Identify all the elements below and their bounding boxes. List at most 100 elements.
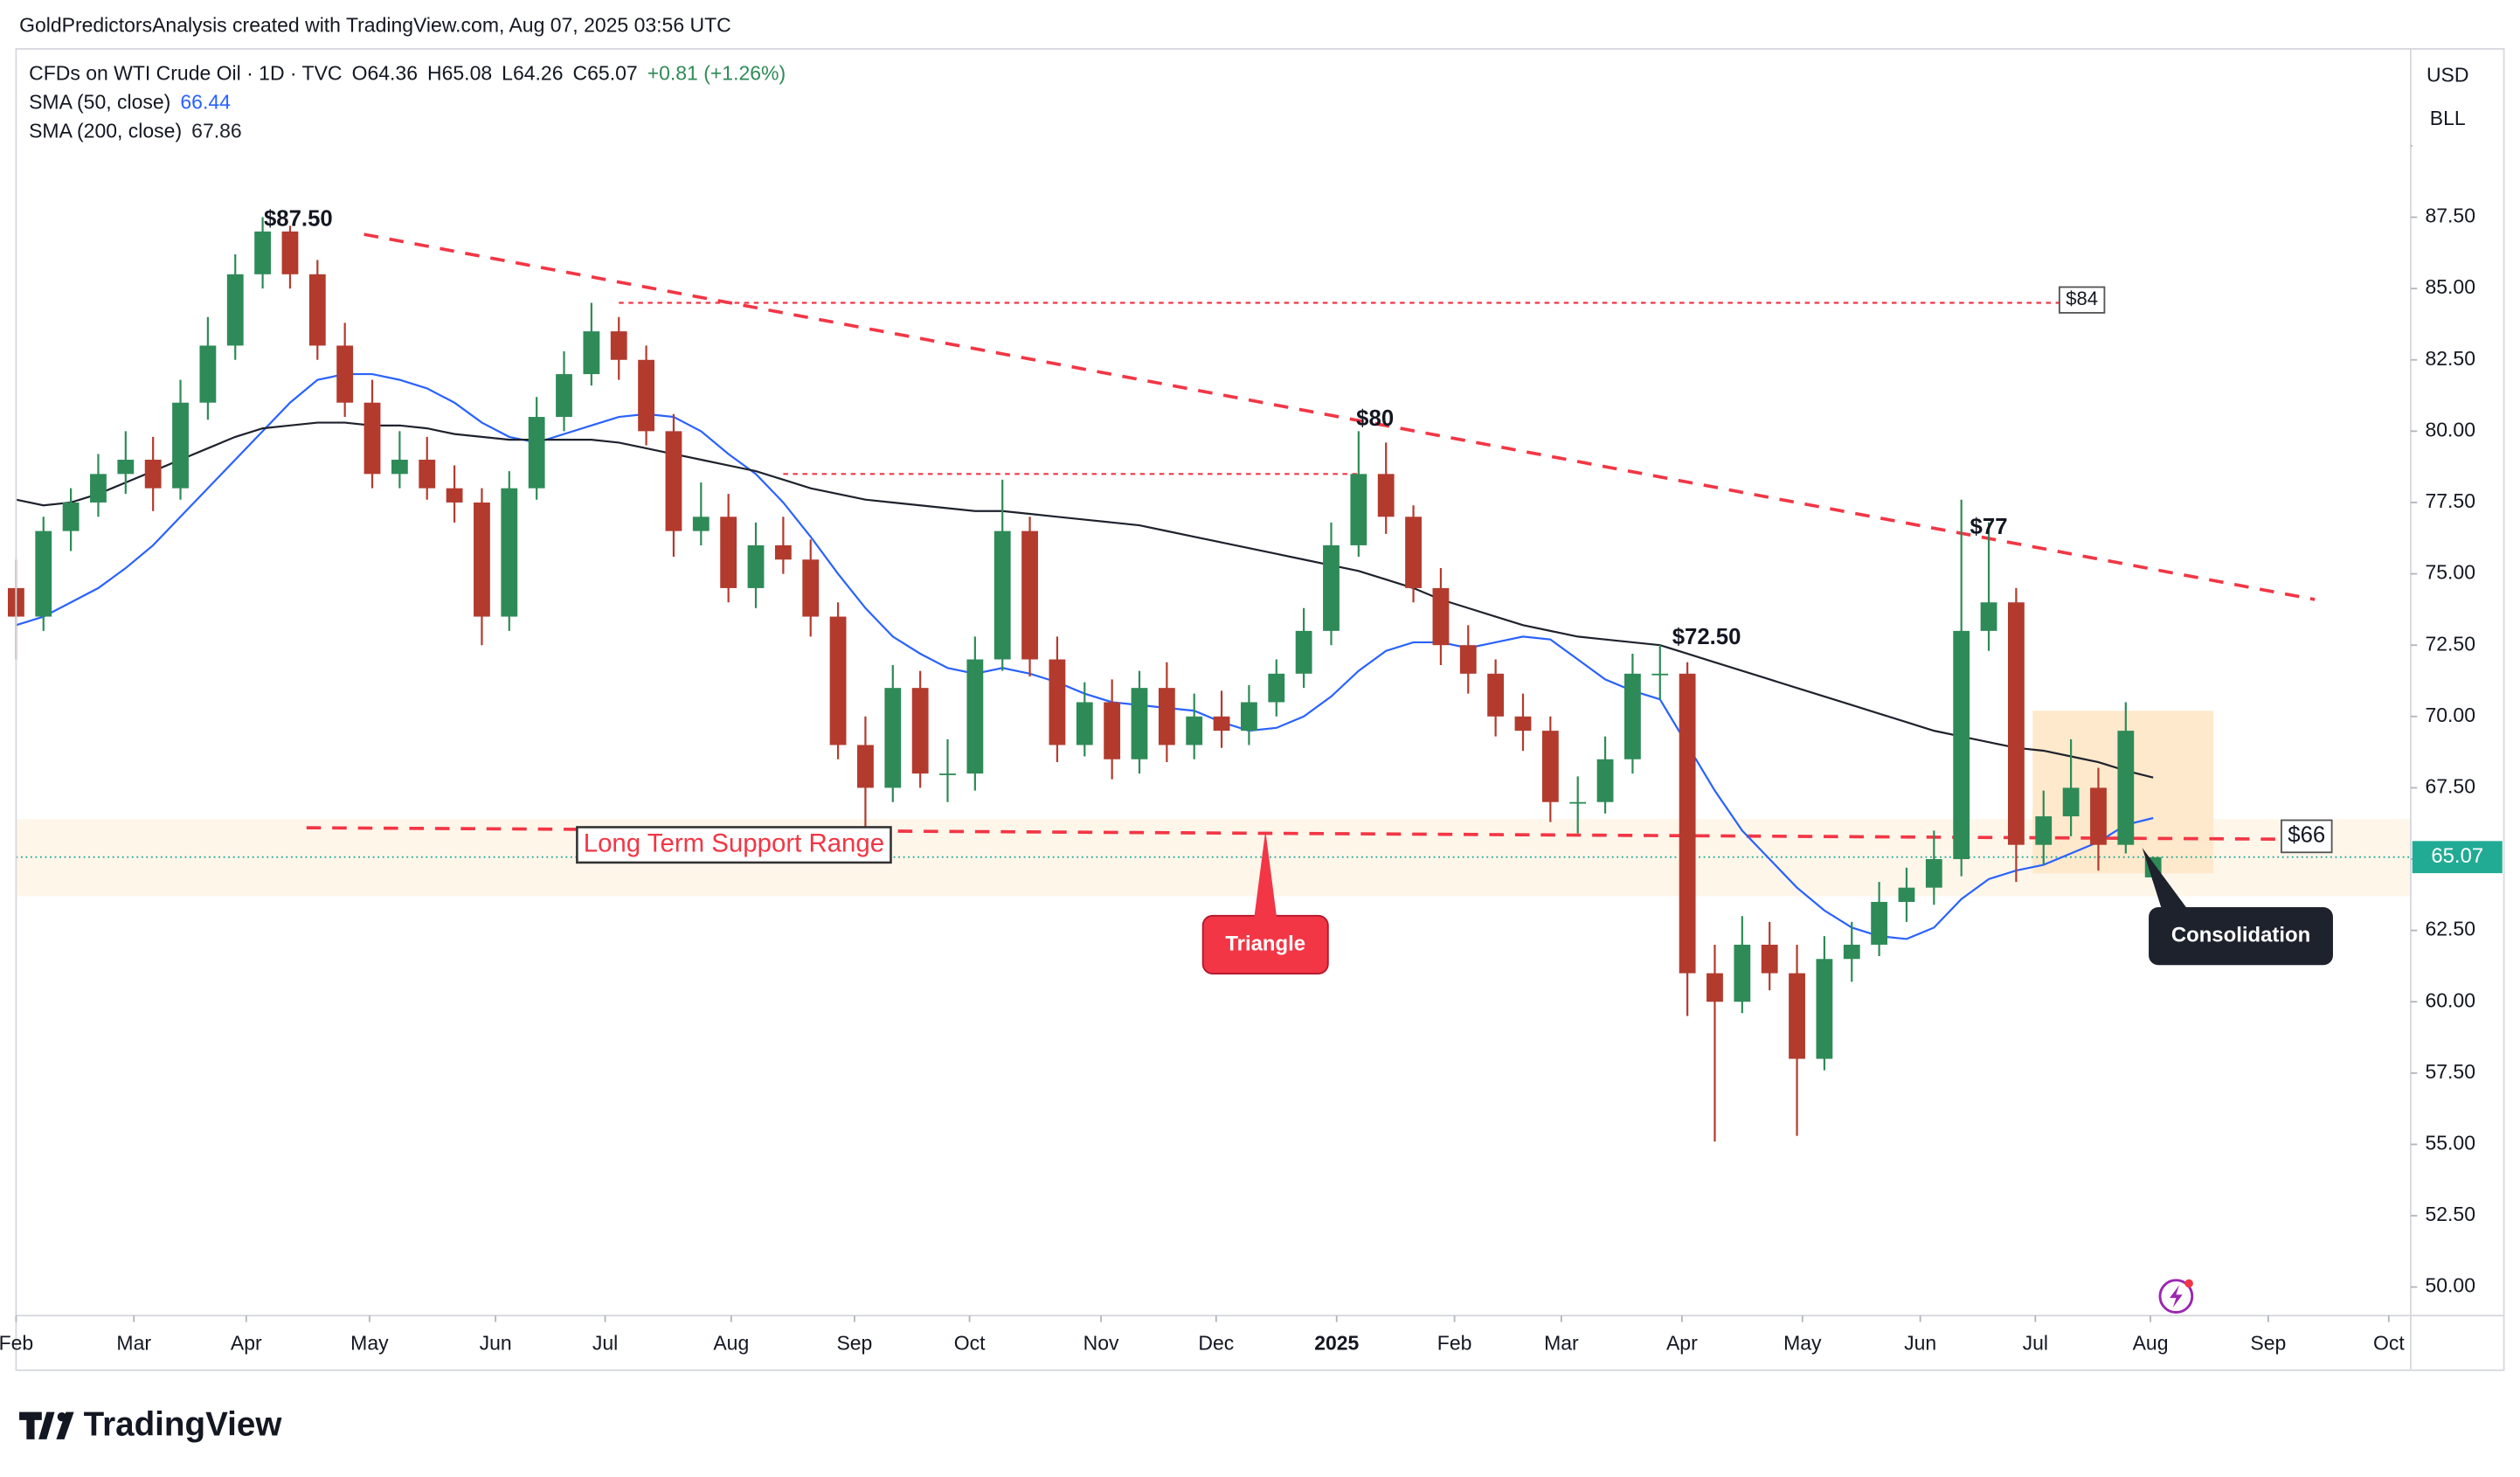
candle-body (1596, 759, 1614, 802)
candle-body (1925, 859, 1942, 888)
logo-mark (56, 1411, 74, 1439)
attribution: GoldPredictorsAnalysis created with Trad… (19, 13, 731, 36)
candle-body (2090, 787, 2107, 845)
candle-body (1789, 973, 1805, 1059)
candle-body (1377, 474, 1395, 517)
candle-body (336, 345, 354, 403)
unit: BLL (2430, 107, 2466, 129)
boxed-label: $84 (2066, 288, 2098, 309)
candle-body (2007, 602, 2025, 845)
candle-body (1104, 702, 1121, 759)
candle-body (993, 530, 1011, 660)
candle-body (884, 688, 902, 788)
candle-body (446, 488, 463, 503)
candle-body (939, 773, 956, 775)
candle-body (117, 460, 135, 475)
candle-body (774, 544, 792, 560)
candle-body (144, 460, 162, 489)
candle-body (1980, 602, 1997, 631)
candle-body (1295, 630, 1312, 674)
candle-body (1350, 474, 1367, 545)
legend-text: C65.07 (573, 61, 638, 84)
y-tick-label: 50.00 (2425, 1274, 2475, 1297)
callout-text: Long Term Support Range (584, 829, 884, 857)
x-tick-label: 2025 (1314, 1331, 1359, 1354)
legend-text: 67.86 (191, 120, 242, 142)
tv-logo: TradingView (19, 1405, 282, 1443)
candle-body (2117, 731, 2135, 845)
legend-text: 66.44 (180, 91, 231, 114)
candle-body (556, 374, 572, 418)
plot: $87.50 $80 $72.50 $77 $84 $66 Long Term Suppor… (7, 207, 2411, 1142)
price-annotation: $72.50 (1672, 625, 1741, 649)
candle-body (254, 231, 272, 274)
price-annotation: $87.50 (264, 207, 333, 232)
x-tick-label: Sep (836, 1331, 872, 1354)
x-tick-label: Sep (2250, 1331, 2286, 1354)
x-tick-label: May (350, 1331, 389, 1354)
y-tick-label: 72.50 (2425, 632, 2475, 655)
candle-body (1707, 973, 1723, 1002)
x-tick-label: Mar (116, 1331, 151, 1354)
candle-body (501, 488, 518, 617)
candle-body (172, 402, 189, 489)
icon-ring (2158, 1279, 2194, 1314)
legend-text: SMA (200, close) (29, 120, 182, 142)
y-tick-label: 55.00 (2425, 1132, 2475, 1155)
x-tick-label: Jul (2023, 1331, 2048, 1354)
candle-body (1898, 887, 1915, 902)
candle-body (226, 274, 244, 346)
candle-body (911, 688, 929, 774)
callout-box (576, 826, 892, 864)
y-tick-label: 82.50 (2425, 347, 2475, 370)
y-tick-label: 85.00 (2425, 275, 2475, 298)
callout-text: Consolidation (2171, 923, 2310, 947)
x-tick-label: Jun (480, 1331, 512, 1354)
legend-text: CFDs on WTI Crude Oil · 1D · TVC (29, 61, 342, 84)
x-tick-label: Apr (231, 1331, 262, 1354)
candle-body (1323, 544, 1340, 631)
x-tick-label: Aug (2133, 1331, 2169, 1354)
x-tick-label: Mar (1544, 1331, 1579, 1354)
candle-body (1459, 645, 1477, 674)
x-tick-label: Feb (0, 1331, 33, 1354)
y-tick-label: 57.50 (2425, 1060, 2475, 1083)
candle-body (90, 474, 107, 503)
candle-body (829, 616, 847, 745)
candle-body (528, 417, 545, 489)
callout-pointer (2142, 847, 2188, 909)
candle-body (1679, 673, 1696, 974)
x-tick-label: Dec (1198, 1331, 1234, 1354)
candle-body (1021, 530, 1038, 660)
x-tick-label: Jul (592, 1331, 618, 1354)
candle-body (1624, 673, 1641, 759)
last-price-label: 65.07 (2431, 844, 2483, 868)
price-annotation: $80 (1356, 406, 1394, 431)
y-tick-label: 80.00 (2425, 418, 2475, 440)
candle-body (1734, 944, 1751, 1002)
legend-text: SMA (50, close) (29, 91, 170, 114)
candle-body (1268, 673, 1285, 703)
legend-text: L64.26 (502, 61, 563, 84)
candle-body (1158, 688, 1175, 745)
candle-body (692, 517, 710, 531)
candle-body (857, 745, 874, 788)
candle-body (1871, 901, 1888, 945)
y-tick-label: 75.00 (2425, 561, 2475, 584)
x-tick-label: Nov (1083, 1331, 1119, 1354)
y-tick-label: 60.00 (2425, 988, 2475, 1011)
candle-body (1076, 702, 1093, 745)
candle-body (1761, 944, 1778, 974)
callout-box (2149, 907, 2333, 966)
candle-body (610, 331, 627, 360)
candle-body (1816, 959, 1833, 1059)
candle-body (474, 502, 490, 617)
y-tick-label: 62.50 (2425, 918, 2475, 940)
candle-body (35, 530, 52, 617)
y-tick-label: 87.50 (2425, 205, 2475, 227)
x-tick-label: Aug (713, 1331, 749, 1354)
y-tick-label: 52.50 (2425, 1203, 2475, 1225)
frame (15, 48, 2505, 1371)
candle-body (583, 331, 600, 375)
candle-body (1131, 688, 1148, 759)
